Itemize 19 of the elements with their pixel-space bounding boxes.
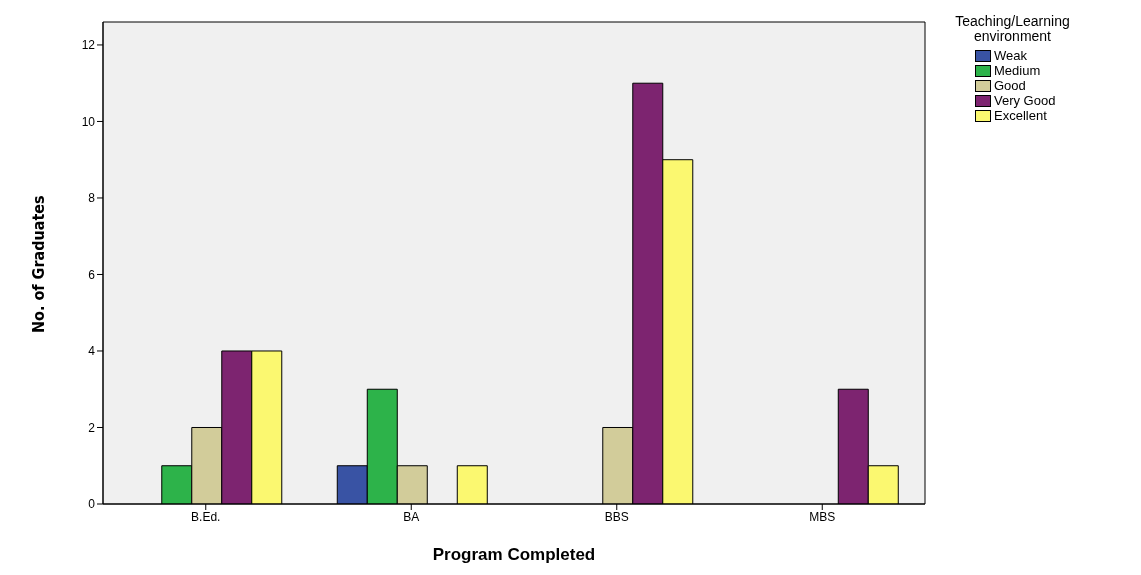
y-tick-label: 10	[81, 114, 96, 129]
legend-title: Teaching/Learning environment	[954, 13, 1071, 44]
y-tick-label: 2	[88, 420, 96, 435]
y-tick-label: 0	[88, 497, 96, 512]
legend-label: Very Good	[993, 93, 1057, 108]
x-tick-label: BA	[403, 509, 420, 524]
legend-label: Medium	[993, 63, 1042, 78]
y-tick-label: 4	[88, 344, 96, 359]
legend-label: Good	[993, 78, 1027, 93]
legend-label: Weak	[993, 48, 1028, 63]
y-tick-label: 8	[88, 191, 96, 206]
y-tick-label: 12	[81, 38, 96, 53]
y-axis-title: No. of Graduates	[28, 195, 48, 333]
x-axis-title: Program Completed	[432, 545, 596, 564]
x-tick-label: B.Ed.	[191, 509, 221, 524]
legend-label: Excellent	[993, 108, 1048, 123]
y-tick-label: 6	[88, 267, 96, 282]
x-tick-label: BBS	[604, 509, 629, 524]
x-tick-label: MBS	[809, 509, 836, 524]
